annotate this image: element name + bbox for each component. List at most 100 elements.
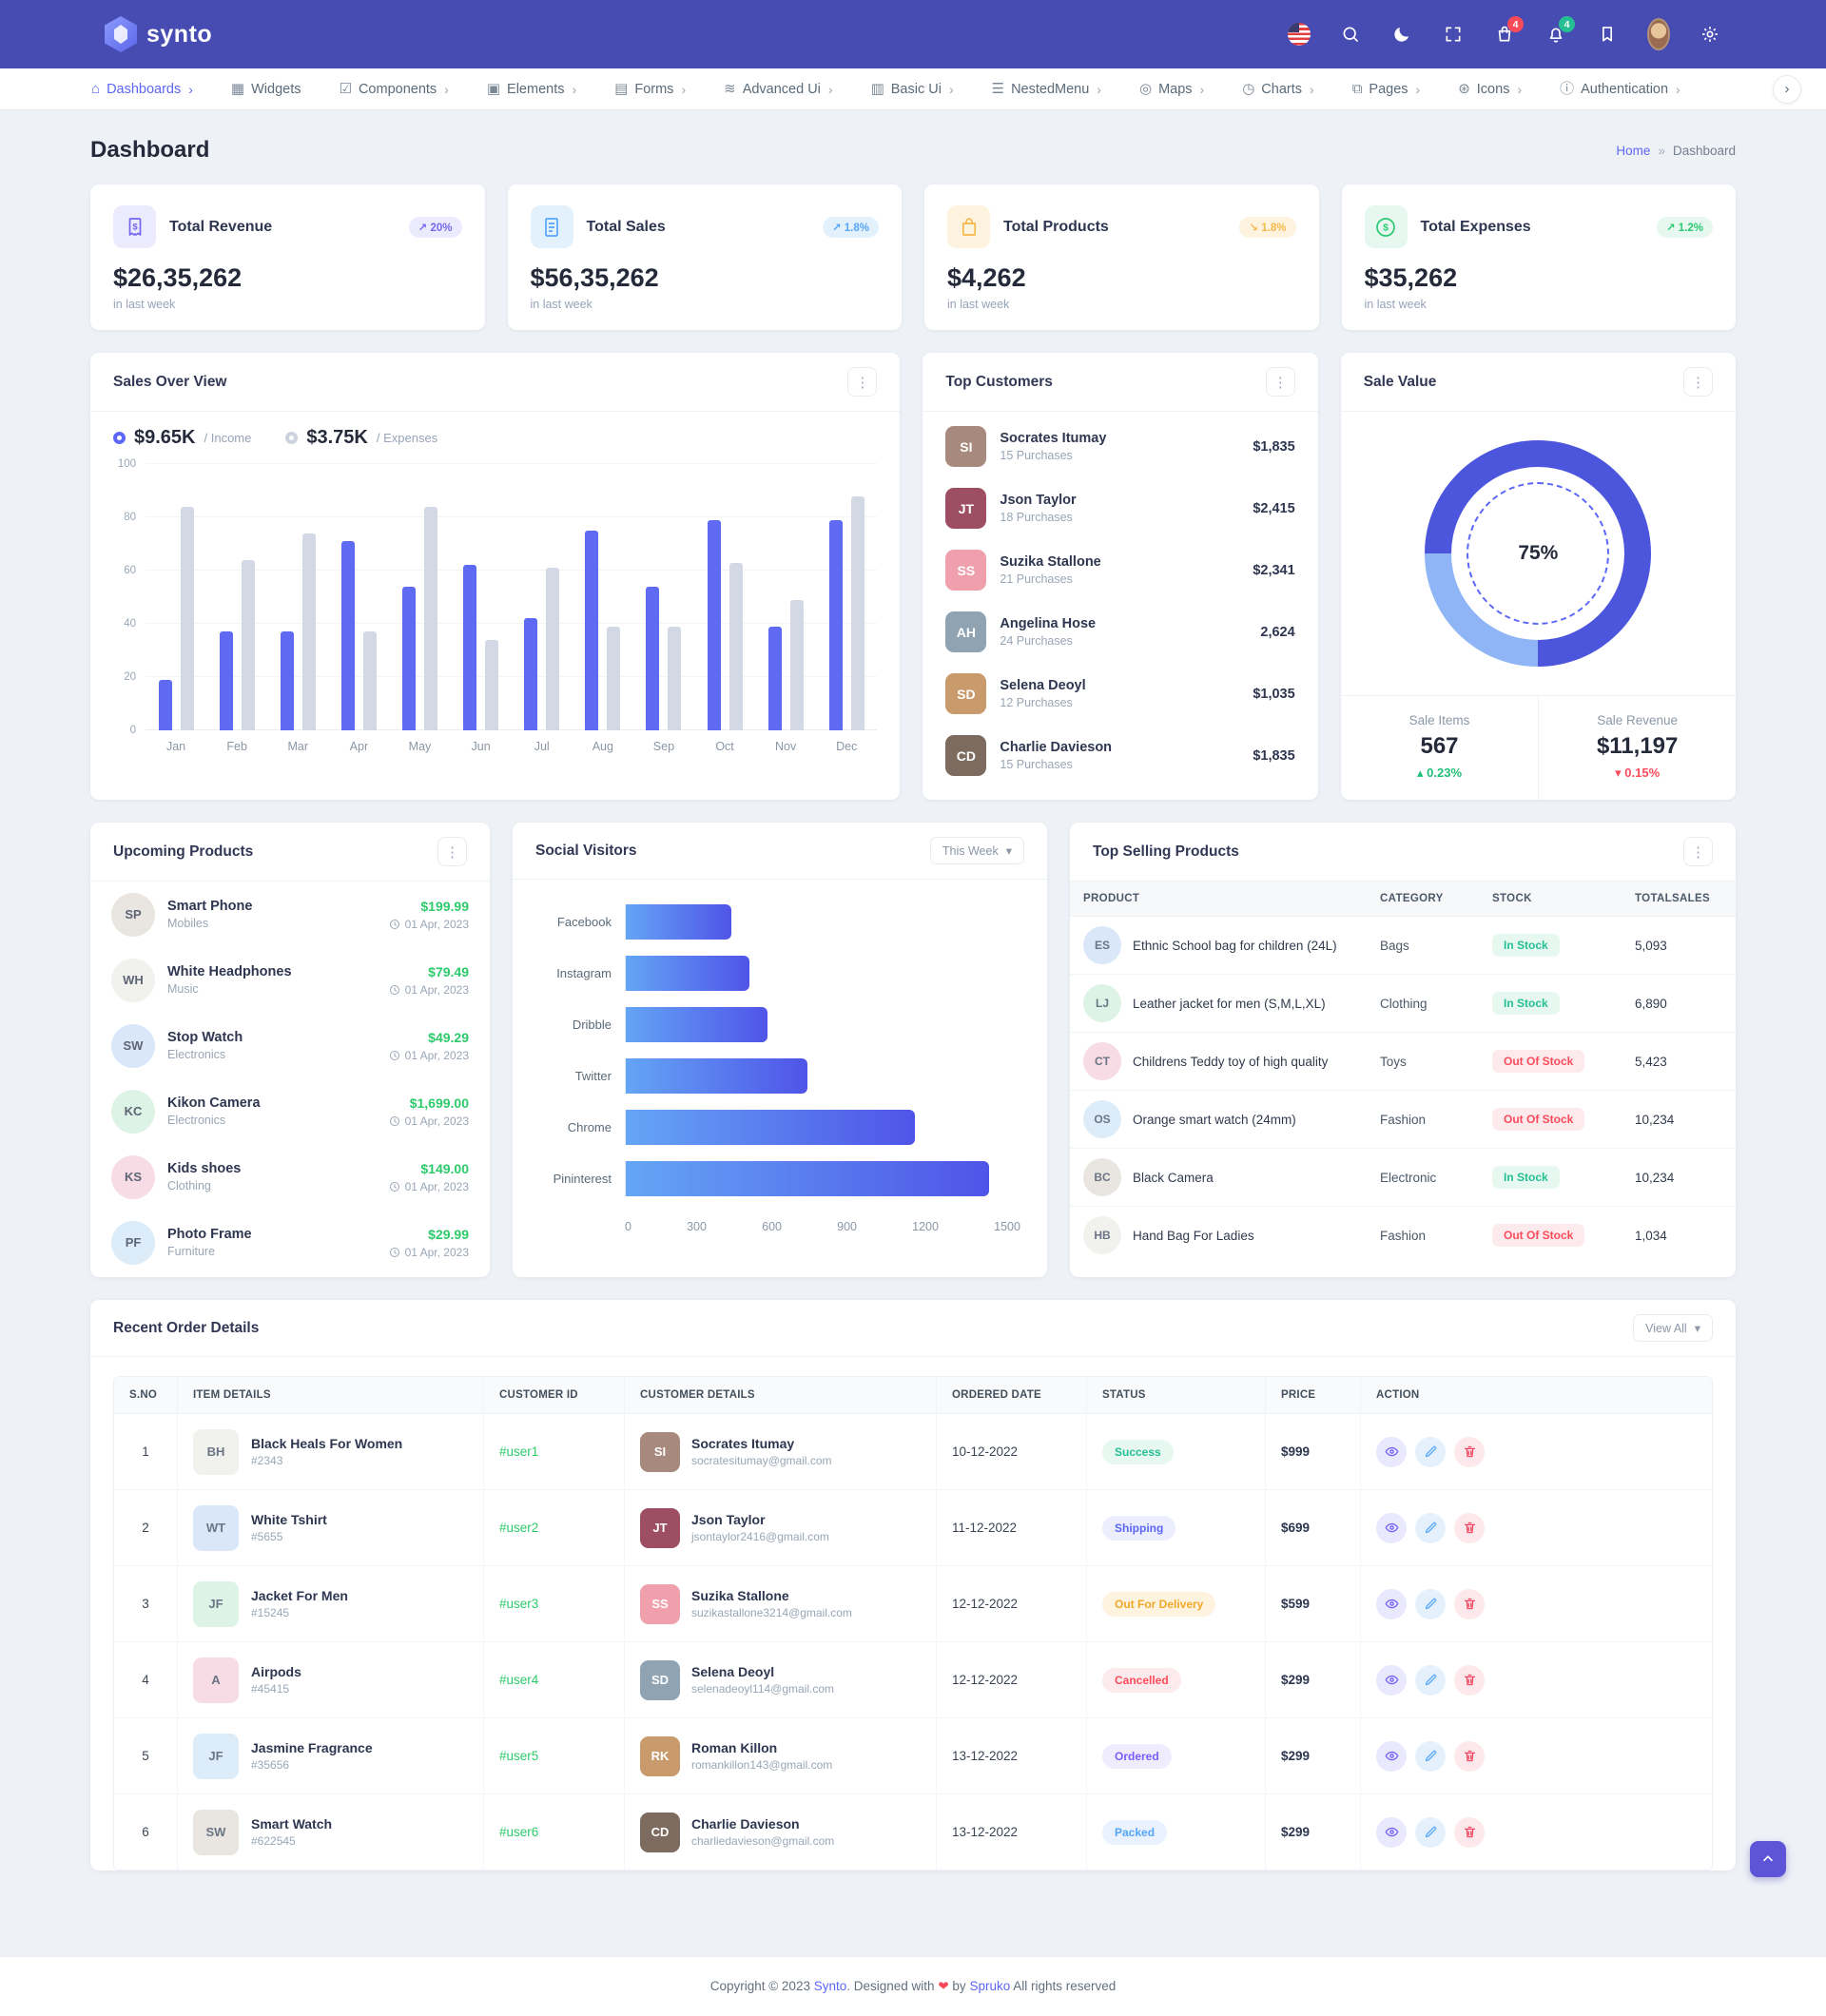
card-menu-button[interactable]: ⋮ — [1266, 367, 1295, 397]
menu-item-charts[interactable]: ◷Charts› — [1242, 82, 1313, 97]
trash-icon — [1463, 1825, 1477, 1839]
menu-item-components[interactable]: ☑Components› — [340, 82, 449, 97]
card-menu-button[interactable]: ⋮ — [1683, 837, 1713, 866]
card-menu-button[interactable]: ⋮ — [847, 367, 877, 397]
menu-item-maps[interactable]: ◎Maps› — [1139, 82, 1204, 97]
footer-designer-link[interactable]: Spruko — [969, 1979, 1010, 1993]
ordered-date: 13-12-2022 — [936, 1718, 1086, 1793]
menu-item-pages[interactable]: ⧉Pages› — [1352, 82, 1421, 97]
customer-name: Angelina Hose — [1000, 616, 1260, 631]
view-order-button[interactable] — [1376, 1513, 1407, 1543]
settings-gear-icon[interactable] — [1699, 23, 1721, 46]
delete-order-button[interactable] — [1454, 1513, 1485, 1543]
view-all-dropdown[interactable]: View All ▾ — [1633, 1314, 1713, 1342]
edit-order-button[interactable] — [1415, 1741, 1446, 1772]
view-order-button[interactable] — [1376, 1665, 1407, 1696]
view-order-button[interactable] — [1376, 1589, 1407, 1619]
customer-id-link[interactable]: #user2 — [483, 1490, 624, 1565]
x-tick-label: Nov — [755, 740, 816, 753]
social-bar-row-dribble: Dribble — [522, 1007, 1020, 1042]
menu-item-nestedmenu[interactable]: ☰NestedMenu› — [992, 82, 1101, 97]
search-icon[interactable] — [1339, 23, 1362, 46]
menu-item-widgets[interactable]: ▦Widgets — [231, 82, 301, 97]
legend-expense[interactable]: $3.75K/ Expenses — [285, 427, 437, 449]
notifications-bell-icon[interactable]: 4 — [1544, 23, 1567, 46]
order-sno: 6 — [114, 1794, 177, 1870]
bookmark-icon[interactable] — [1596, 23, 1619, 46]
card-menu-button[interactable]: ⋮ — [437, 837, 467, 866]
customer-name: Charlie Davieson — [691, 1816, 834, 1832]
customer-id-link[interactable]: #user1 — [483, 1414, 624, 1489]
y-tick-label: 80 — [124, 512, 136, 523]
charts-icon: ◷ — [1242, 82, 1254, 96]
stat-value: $26,35,262 — [113, 263, 462, 293]
sales-overview-card: Sales Over View ⋮ $9.65K/ Income$3.75K/ … — [90, 353, 900, 800]
user-avatar[interactable] — [1647, 23, 1670, 46]
menu-item-advanced-ui[interactable]: ≋Advanced Ui› — [724, 82, 832, 97]
menu-item-dashboards[interactable]: ⌂Dashboards› — [91, 82, 193, 97]
menu-item-forms[interactable]: ▤Forms› — [614, 82, 686, 97]
cart-icon[interactable]: 4 — [1493, 23, 1516, 46]
edit-order-button[interactable] — [1415, 1817, 1446, 1848]
customer-id-link[interactable]: #user4 — [483, 1642, 624, 1717]
stat-change-badge: ↗ 20% — [409, 217, 462, 238]
footer-brand-link[interactable]: Synto — [814, 1979, 847, 1993]
expense-legend-dot-icon — [285, 432, 298, 444]
delete-order-button[interactable] — [1454, 1437, 1485, 1467]
menu-item-icons[interactable]: ⊛Icons› — [1458, 82, 1522, 97]
delete-order-button[interactable] — [1454, 1665, 1485, 1696]
delete-order-button[interactable] — [1454, 1741, 1485, 1772]
fullscreen-icon[interactable] — [1442, 23, 1465, 46]
edit-order-button[interactable] — [1415, 1589, 1446, 1619]
scroll-to-top-button[interactable] — [1750, 1841, 1786, 1877]
view-order-button[interactable] — [1376, 1437, 1407, 1467]
edit-order-button[interactable] — [1415, 1437, 1446, 1467]
view-order-button[interactable] — [1376, 1817, 1407, 1848]
breadcrumb: Home » Dashboard — [1616, 144, 1736, 158]
customer-amount: $2,341 — [1253, 563, 1294, 578]
social-filter-dropdown[interactable]: This Week ▾ — [930, 837, 1024, 864]
income-bar — [220, 631, 233, 730]
delete-order-button[interactable] — [1454, 1589, 1485, 1619]
income-bar — [463, 565, 476, 730]
delete-order-button[interactable] — [1454, 1817, 1485, 1848]
customer-id-link[interactable]: #user6 — [483, 1794, 624, 1870]
brand[interactable]: synto — [105, 16, 212, 52]
menu-scroll-right-button[interactable]: › — [1773, 75, 1801, 104]
dark-mode-moon-icon[interactable] — [1390, 23, 1413, 46]
menu-item-basic-ui[interactable]: ▥Basic Ui› — [871, 82, 954, 97]
legend-income[interactable]: $9.65K/ Income — [113, 427, 251, 449]
edit-order-button[interactable] — [1415, 1513, 1446, 1543]
view-order-button[interactable] — [1376, 1741, 1407, 1772]
language-flag-icon[interactable] — [1288, 23, 1311, 46]
customer-id-link[interactable]: #user3 — [483, 1566, 624, 1641]
customer-avatar: SD — [945, 673, 986, 714]
breadcrumb-home-link[interactable]: Home — [1616, 144, 1650, 158]
menu-item-elements[interactable]: ▣Elements› — [487, 82, 576, 97]
column-header: S.NO — [114, 1377, 177, 1413]
edit-order-button[interactable] — [1415, 1665, 1446, 1696]
upcoming-products-title: Upcoming Products — [113, 843, 253, 861]
card-menu-button[interactable]: ⋮ — [1683, 367, 1713, 397]
expense-bar — [302, 533, 316, 730]
customer-id-link[interactable]: #user5 — [483, 1718, 624, 1793]
